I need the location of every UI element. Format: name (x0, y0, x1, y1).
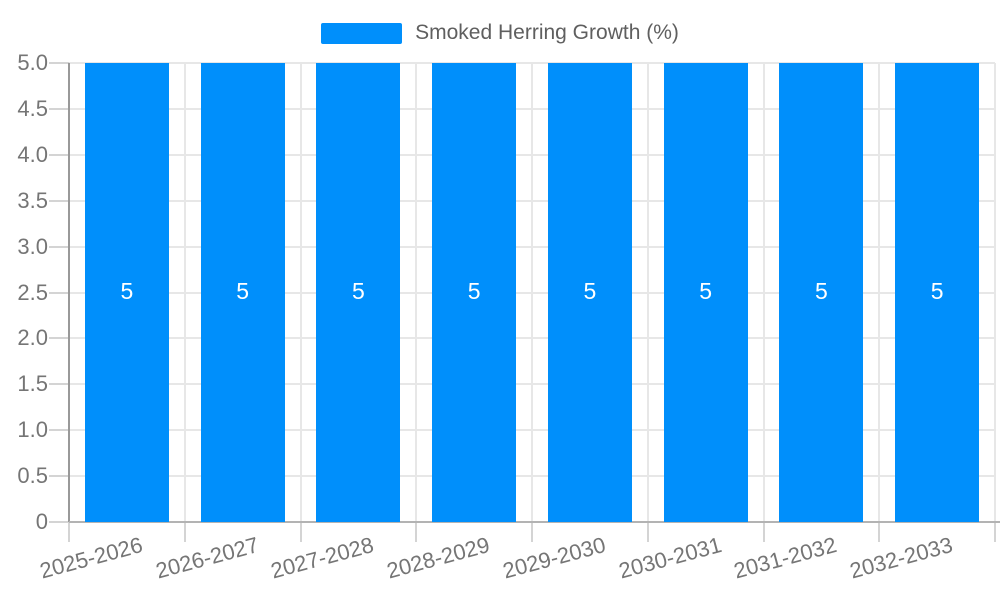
bar-value-label: 5 (351, 277, 365, 304)
y-axis-tick (49, 291, 69, 294)
y-axis-label: 4.5 (17, 95, 48, 121)
x-axis-line (69, 521, 1000, 523)
legend-swatch (321, 22, 403, 44)
y-axis-label: 0 (35, 509, 48, 534)
y-axis-label: 1.5 (17, 371, 48, 397)
y-axis-label: 1.0 (17, 417, 48, 443)
y-axis-tick (49, 107, 69, 110)
y-axis-label: 3.5 (17, 187, 48, 213)
x-gridline (531, 63, 533, 522)
y-axis-tick (49, 199, 69, 202)
y-axis-tick (49, 153, 69, 156)
x-axis-tick (878, 522, 881, 542)
y-axis-tick (49, 62, 69, 64)
bar[interactable]: 5 (663, 63, 748, 522)
bar[interactable]: 5 (779, 63, 864, 522)
y-axis-tick (49, 383, 69, 386)
bar[interactable]: 5 (84, 63, 169, 522)
bar[interactable]: 5 (432, 63, 517, 522)
x-axis-tick (646, 522, 649, 542)
y-axis-tick (49, 245, 69, 248)
x-gridline (646, 63, 649, 522)
y-axis-tick (49, 337, 69, 340)
legend-item[interactable]: Smoked Herring Growth (%) (0, 21, 1000, 45)
bar[interactable]: 5 (547, 63, 632, 522)
x-axis-tick (531, 522, 533, 542)
x-axis-tick (299, 522, 302, 542)
x-gridline (299, 63, 302, 522)
x-gridline (762, 63, 765, 522)
bar[interactable]: 5 (895, 63, 980, 522)
y-axis-label: 3.0 (17, 233, 48, 259)
bar-value-label: 5 (699, 277, 713, 304)
x-axis-tick (68, 522, 70, 542)
x-gridline (183, 63, 186, 522)
x-axis-tick (762, 522, 765, 542)
y-axis-tick (49, 429, 69, 432)
y-axis-label: 5.0 (17, 50, 48, 75)
y-axis-label: 2.0 (17, 325, 48, 351)
bar[interactable]: 5 (316, 63, 401, 522)
y-axis-label: 4.0 (17, 141, 48, 167)
bar-value-label: 5 (930, 277, 944, 304)
y-axis-line (68, 63, 70, 522)
y-axis-tick (49, 521, 69, 523)
y-axis-label: 0.5 (17, 463, 48, 489)
x-gridline (415, 63, 418, 522)
legend-label: Smoked Herring Growth (%) (415, 21, 679, 44)
bar-value-label: 5 (467, 277, 481, 304)
y-axis-label: 2.5 (17, 279, 48, 305)
y-axis-tick (49, 475, 69, 478)
x-gridline (994, 63, 996, 522)
bar-value-label: 5 (814, 277, 828, 304)
bar-value-label: 5 (236, 277, 250, 304)
bar[interactable]: 5 (200, 63, 285, 522)
x-axis-tick (994, 522, 996, 542)
x-axis-tick (415, 522, 418, 542)
bar-value-label: 5 (583, 277, 597, 304)
bar-value-label: 5 (120, 277, 134, 304)
x-gridline (878, 63, 881, 522)
x-axis-tick (183, 522, 186, 542)
